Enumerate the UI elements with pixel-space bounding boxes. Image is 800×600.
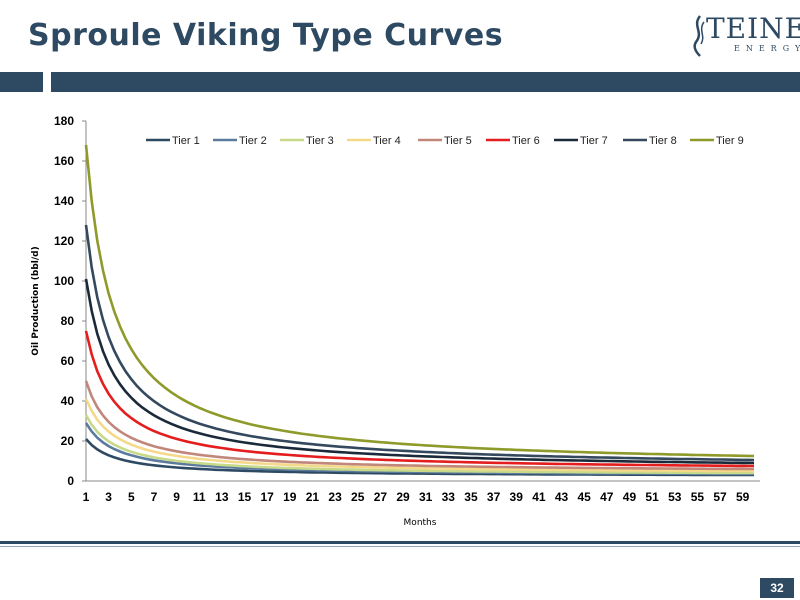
x-tick-label: 45	[577, 490, 591, 504]
y-tick-label: 180	[54, 114, 74, 128]
series-line-8	[84, 224, 755, 462]
x-tick-label: 35	[464, 490, 478, 504]
series-line-9	[84, 144, 755, 458]
y-tick-label: 60	[61, 354, 75, 368]
legend-label-5: Tier 5	[444, 135, 472, 147]
y-tick-label: 20	[61, 434, 75, 448]
page-title: Sproule Viking Type Curves	[28, 18, 504, 53]
x-tick-label: 49	[623, 490, 637, 504]
footer-divider	[0, 541, 800, 544]
x-tick-label: 1	[83, 490, 90, 504]
x-tick-label: 3	[105, 490, 112, 504]
flame-logo-icon	[693, 15, 705, 57]
y-tick-label: 160	[54, 154, 74, 168]
legend-label-9: Tier 9	[716, 135, 744, 147]
logo-wordmark: TEINE	[706, 12, 800, 45]
series-line-7	[84, 278, 755, 465]
x-tick-label: 43	[555, 490, 569, 504]
footer-divider-thin	[0, 546, 800, 547]
series-line-4	[84, 398, 754, 473]
x-tick-label: 39	[510, 490, 524, 504]
legend-label-8: Tier 8	[649, 135, 677, 147]
y-tick-label: 0	[67, 474, 74, 488]
y-tick-label: 80	[61, 314, 75, 328]
x-tick-label: 15	[238, 490, 252, 504]
x-tick-label: 29	[396, 490, 410, 504]
x-tick-label: 31	[419, 490, 433, 504]
legend-label-2: Tier 2	[239, 135, 267, 147]
x-tick-label: 17	[260, 490, 274, 504]
x-tick-label: 33	[442, 490, 456, 504]
series-line-5	[84, 380, 754, 471]
x-tick-label: 27	[374, 490, 388, 504]
series-line-3	[84, 414, 754, 475]
y-tick-label: 120	[54, 234, 74, 248]
legend-label-3: Tier 3	[306, 135, 334, 147]
y-tick-label: 100	[54, 274, 74, 288]
x-tick-label: 5	[128, 490, 135, 504]
header-bar	[51, 72, 800, 92]
logo-subtitle: ENERGY	[734, 44, 800, 53]
legend-label-4: Tier 4	[373, 135, 401, 147]
x-tick-label: 13	[215, 490, 229, 504]
x-tick-label: 21	[306, 490, 320, 504]
x-axis-label: Months	[404, 518, 437, 528]
x-tick-label: 53	[668, 490, 682, 504]
x-tick-label: 57	[713, 490, 727, 504]
page-number: 32	[760, 578, 794, 598]
x-tick-label: 11	[193, 490, 206, 504]
legend-label-7: Tier 7	[580, 135, 608, 147]
y-axis-label: Oil Production (bbl/d)	[31, 246, 41, 355]
company-logo: TEINE ENERGY	[688, 10, 800, 60]
y-tick-label: 140	[54, 194, 74, 208]
header-bar-left	[0, 72, 43, 92]
y-tick-label: 40	[61, 394, 75, 408]
x-tick-label: 9	[173, 490, 180, 504]
x-tick-label: 55	[691, 490, 705, 504]
series-line-6	[84, 330, 754, 468]
legend-label-6: Tier 6	[512, 135, 540, 147]
x-tick-label: 51	[645, 490, 659, 504]
x-tick-label: 41	[532, 490, 546, 504]
x-tick-label: 7	[151, 490, 158, 504]
x-tick-label: 23	[328, 490, 342, 504]
x-tick-label: 37	[487, 490, 501, 504]
x-tick-label: 47	[600, 490, 614, 504]
x-tick-label: 59	[736, 490, 750, 504]
x-tick-label: 19	[283, 490, 297, 504]
x-tick-label: 25	[351, 490, 365, 504]
legend-label-1: Tier 1	[172, 135, 200, 147]
